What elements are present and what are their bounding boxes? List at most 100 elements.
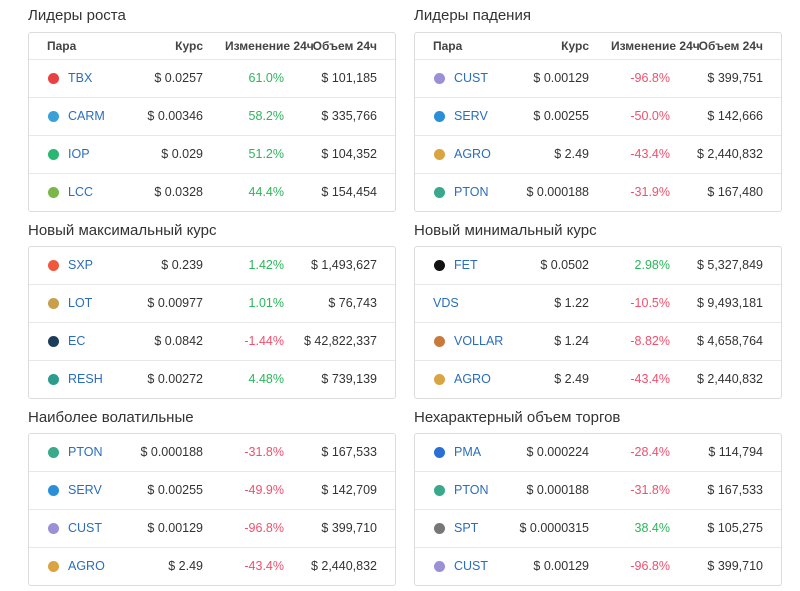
pair-name[interactable]: SXP <box>68 258 94 272</box>
table-row[interactable]: VDS $ 1.22 -10.5% $ 9,493,181 <box>415 285 781 323</box>
price: $ 0.00129 <box>147 521 203 535</box>
volume: $ 5,327,849 <box>696 258 763 272</box>
change: -50.0% <box>630 109 670 123</box>
pair-name[interactable]: AGRO <box>68 559 105 573</box>
table-row[interactable]: SPT $ 0.0000315 38.4% $ 105,275 <box>415 510 781 548</box>
price: $ 0.0328 <box>154 185 203 199</box>
table-row[interactable]: LCC $ 0.0328 44.4% $ 154,454 <box>29 174 395 211</box>
coin-icon <box>48 111 59 122</box>
table-row[interactable]: AGRO $ 2.49 -43.4% $ 2,440,832 <box>415 136 781 174</box>
header-cell: Изменение 24ч <box>225 39 314 53</box>
price: $ 2.49 <box>554 372 589 386</box>
volume: $ 142,709 <box>321 483 377 497</box>
table-panel: PTON $ 0.000188 -31.8% $ 167,533 SERV $ 0.002… <box>28 433 396 586</box>
section-title: Нехарактерный объем торгов <box>414 409 621 426</box>
coin-icon <box>48 447 59 458</box>
pair-name[interactable]: RESH <box>68 372 103 386</box>
table-panel: PMA $ 0.000224 -28.4% $ 114,794 PTON $ 0.0001… <box>414 433 782 586</box>
change: -8.82% <box>630 334 670 348</box>
pair-name[interactable]: CUST <box>454 559 489 573</box>
table-row[interactable]: SXP $ 0.239 1.42% $ 1,493,627 <box>29 247 395 285</box>
change: -96.8% <box>244 521 284 535</box>
section-title: Лидеры падения <box>414 7 531 24</box>
volume: $ 101,185 <box>321 71 377 85</box>
volume: $ 739,139 <box>321 372 377 386</box>
price: $ 0.0257 <box>154 71 203 85</box>
table-row[interactable]: VOLLAR $ 1.24 -8.82% $ 4,658,764 <box>415 323 781 361</box>
price: $ 0.000188 <box>526 185 589 199</box>
pair-name[interactable]: SERV <box>68 483 102 497</box>
pair-name[interactable]: PTON <box>454 483 489 497</box>
volume: $ 142,666 <box>707 109 763 123</box>
header-cell: Изменение 24ч <box>611 39 700 53</box>
pair-name[interactable]: PTON <box>454 185 489 199</box>
volume: $ 399,710 <box>707 559 763 573</box>
volume: $ 1,493,627 <box>310 258 377 272</box>
pair-name[interactable]: EC <box>68 334 86 348</box>
change: 61.0% <box>248 71 284 85</box>
pair-name[interactable]: AGRO <box>454 147 491 161</box>
pair-name[interactable]: LCC <box>68 185 94 199</box>
price: $ 0.00129 <box>533 559 589 573</box>
table-row[interactable]: PMA $ 0.000224 -28.4% $ 114,794 <box>415 434 781 472</box>
price: $ 0.00346 <box>147 109 203 123</box>
change: 1.42% <box>248 258 284 272</box>
table-row[interactable]: PTON $ 0.000188 -31.8% $ 167,533 <box>29 434 395 472</box>
coin-icon <box>434 374 445 385</box>
price: $ 2.49 <box>168 559 203 573</box>
price: $ 2.49 <box>554 147 589 161</box>
table-row[interactable]: CUST $ 0.00129 -96.8% $ 399,751 <box>415 60 781 98</box>
coin-icon <box>434 485 445 496</box>
change: 2.98% <box>634 258 670 272</box>
pair-name[interactable]: CUST <box>68 521 103 535</box>
table-row[interactable]: CARM $ 0.00346 58.2% $ 335,766 <box>29 98 395 136</box>
change: -43.4% <box>630 147 670 161</box>
volume: $ 154,454 <box>321 185 377 199</box>
price: $ 0.00977 <box>147 296 203 310</box>
pair-name[interactable]: SERV <box>454 109 488 123</box>
table-row[interactable]: IOP $ 0.029 51.2% $ 104,352 <box>29 136 395 174</box>
change: 58.2% <box>248 109 284 123</box>
pair-name[interactable]: PMA <box>454 445 482 459</box>
table-row[interactable]: CUST $ 0.00129 -96.8% $ 399,710 <box>415 548 781 585</box>
table-row[interactable]: SERV $ 0.00255 -50.0% $ 142,666 <box>415 98 781 136</box>
pair-name[interactable]: CUST <box>454 71 489 85</box>
price: $ 0.00272 <box>147 372 203 386</box>
pair-name[interactable]: CARM <box>68 109 105 123</box>
table-row[interactable]: AGRO $ 2.49 -43.4% $ 2,440,832 <box>415 361 781 398</box>
section-title: Новый минимальный курс <box>414 222 597 239</box>
table-row[interactable]: CUST $ 0.00129 -96.8% $ 399,710 <box>29 510 395 548</box>
table-row[interactable]: EC $ 0.0842 -1.44% $ 42,822,337 <box>29 323 395 361</box>
change: -31.9% <box>630 185 670 199</box>
coin-icon <box>434 260 445 271</box>
pair-name[interactable]: VOLLAR <box>454 334 504 348</box>
pair-name[interactable]: FET <box>454 258 478 272</box>
pair-name[interactable]: TBX <box>68 71 93 85</box>
table-row[interactable]: FET $ 0.0502 2.98% $ 5,327,849 <box>415 247 781 285</box>
pair-name[interactable]: PTON <box>68 445 103 459</box>
coin-icon <box>434 111 445 122</box>
pair-name[interactable]: AGRO <box>454 372 491 386</box>
table-row[interactable]: AGRO $ 2.49 -43.4% $ 2,440,832 <box>29 548 395 585</box>
pair-name[interactable]: VDS <box>433 296 459 310</box>
table-row[interactable]: PTON $ 0.000188 -31.9% $ 167,480 <box>415 174 781 211</box>
header-cell: Пара <box>47 39 77 53</box>
table-row[interactable]: RESH $ 0.00272 4.48% $ 739,139 <box>29 361 395 398</box>
change: -43.4% <box>630 372 670 386</box>
pair-name[interactable]: LOT <box>68 296 93 310</box>
change: 4.48% <box>248 372 284 386</box>
volume: $ 114,794 <box>708 445 763 459</box>
volume: $ 2,440,832 <box>696 147 763 161</box>
table-row[interactable]: TBX $ 0.0257 61.0% $ 101,185 <box>29 60 395 98</box>
coin-icon <box>434 447 445 458</box>
change: -96.8% <box>630 71 670 85</box>
price: $ 0.00255 <box>533 109 589 123</box>
table-row[interactable]: SERV $ 0.00255 -49.9% $ 142,709 <box>29 472 395 510</box>
pair-name[interactable]: SPT <box>454 521 479 535</box>
table-row[interactable]: PTON $ 0.000188 -31.8% $ 167,533 <box>415 472 781 510</box>
price: $ 0.000188 <box>526 483 589 497</box>
price: $ 0.0000315 <box>519 521 589 535</box>
pair-name[interactable]: IOP <box>68 147 90 161</box>
change: -43.4% <box>244 559 284 573</box>
table-row[interactable]: LOT $ 0.00977 1.01% $ 76,743 <box>29 285 395 323</box>
